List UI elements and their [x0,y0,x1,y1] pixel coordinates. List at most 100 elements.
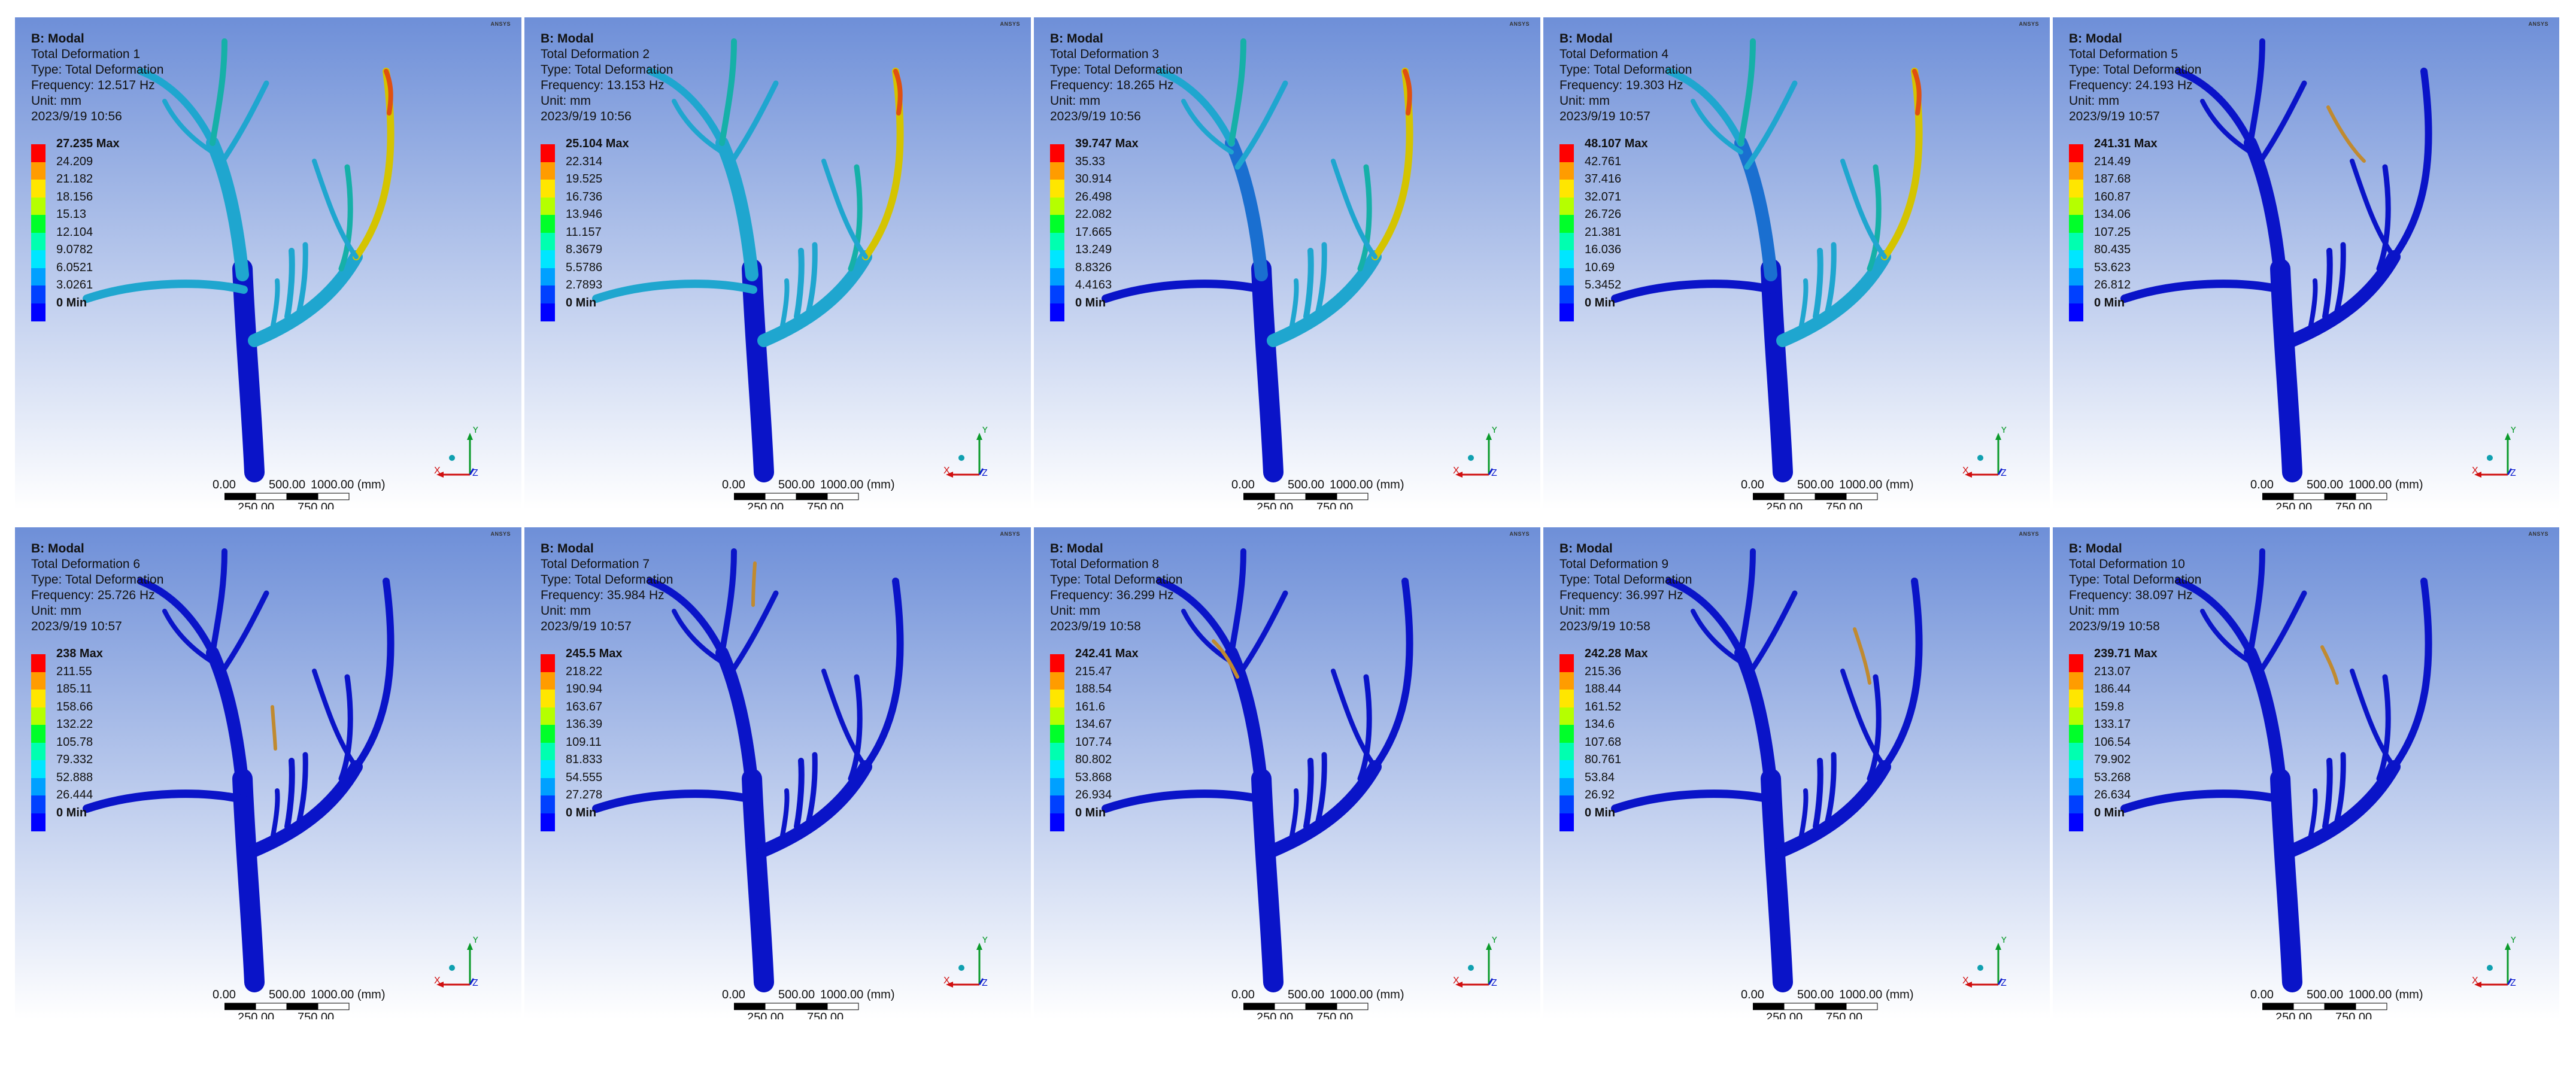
result-viewport-10[interactable]: ANSYS B: Modal Total Deformation 10 Type: T… [2053,527,2559,1019]
spike-2 [296,752,308,824]
scale-bottom-label: 750.00 [1826,501,1863,509]
tree-model[interactable] [15,527,521,1019]
x-axis-label: X [943,976,950,986]
result-info: B: Modal Total Deformation 3 Type: Total D… [1050,31,1182,124]
legend-label: 132.22 [56,718,93,731]
branch-upper-left [1665,578,1744,657]
axis-triad-icon[interactable]: Y X Z [943,427,1003,487]
legend-label: 0 Min [2094,296,2125,309]
legend-swatch [1050,672,1064,690]
triad-origin-ball [958,455,964,461]
branch-lower-right [248,760,363,857]
legend-swatch [541,707,555,725]
scale-bottom-label: 250.00 [747,501,784,509]
scale-bar: 0.00 500.00 1000.00 (mm) 250.00 750.00 [1213,988,1453,1019]
axis-triad-icon[interactable]: Y X Z [1453,937,1513,997]
branch-right-tall [1881,68,1923,260]
legend-swatch [541,215,555,233]
legend-swatch [541,303,555,321]
ansys-logo: ANSYS [490,21,511,27]
trunk-upper [206,646,249,791]
legend-swatch [541,672,555,690]
tree-model[interactable] [1034,527,1540,1019]
result-timestamp: 2023/9/19 10:58 [1559,619,1650,633]
tree-model[interactable] [1543,17,2050,509]
scale-bottom-label: 750.00 [1316,1011,1354,1019]
z-axis-label: Z [472,978,478,988]
x-axis-arrow [1965,982,1972,988]
axis-triad-icon[interactable]: Y X Z [1453,427,1513,487]
legend-swatch [2069,672,2083,690]
result-info: B: Modal Total Deformation 5 Type: Total D… [2069,31,2201,124]
tree-model[interactable] [15,17,521,509]
scale-top-label: 500.00 [2307,988,2344,1001]
axis-triad-icon[interactable]: Y X Z [1962,427,2022,487]
branch-side-left [1691,99,1743,154]
result-timestamp: 2023/9/19 10:56 [1050,110,1141,123]
scale-segment [224,493,256,500]
ansys-logo: ANSYS [2528,21,2548,27]
scale-segment [764,493,797,500]
result-viewport-9[interactable]: ANSYS B: Modal Total Deformation 9 Type: To… [1543,527,2050,1019]
result-info: B: Modal Total Deformation 10 Type: Total … [2069,541,2201,634]
trunk [1761,769,1793,992]
scale-bar: 0.00 500.00 1000.00 (mm) 250.00 750.00 [1723,478,1962,509]
axis-triad-icon[interactable]: Y X Z [2472,427,2532,487]
axis-triad-icon[interactable]: Y X Z [943,937,1003,997]
y-axis-arrow [1486,433,1492,440]
scale-top-label: 500.00 [1797,478,1834,491]
result-title: Total Deformation 4 [1559,47,1669,61]
legend-label: 242.41 Max [1075,647,1139,660]
result-info: B: Modal Total Deformation 2 Type: Total D… [541,31,673,124]
scale-segment [1753,493,1785,500]
result-viewport-5[interactable]: ANSYS B: Modal Total Deformation 5 Type: To… [2053,17,2559,509]
scale-segment [2293,1003,2325,1010]
scale-bar-graphic [2262,493,2387,500]
triad-origin-ball [2487,965,2493,971]
branch-right-inner [312,669,359,769]
tree-model[interactable] [1034,17,1540,509]
axis-triad-icon[interactable]: Y X Z [434,427,494,487]
tree-model[interactable] [2053,17,2559,509]
z-axis-line [1997,468,2003,475]
spike-1 [794,248,805,320]
scale-segment [1783,1003,1816,1010]
branch-lower-left [1611,789,1776,813]
result-unit: Unit: mm [541,94,591,108]
tree-model[interactable] [524,17,1031,509]
tree-model[interactable] [524,527,1031,1019]
result-viewport-4[interactable]: ANSYS B: Modal Total Deformation 4 Type: To… [1543,17,2050,509]
tree-model[interactable] [1543,527,2050,1019]
branch-right-inner [1331,159,1377,259]
scale-top-label: 0.00 [2250,478,2274,491]
legend-label: 24.209 [56,154,93,168]
legend-label: 21.381 [1585,225,1622,239]
result-viewport-1[interactable]: ANSYS B: Modal Total Deformation 1 Type: To… [15,17,521,509]
legend-swatch [31,742,45,761]
result-viewport-6[interactable]: ANSYS B: Modal Total Deformation 6 Type: To… [15,527,521,1019]
legend-swatch [1559,707,1574,725]
axis-triad-icon[interactable]: Y X Z [1962,937,2022,997]
axis-triad-icon[interactable]: Y X Z [2472,937,2532,997]
spike-3 [1798,278,1809,331]
branch-right-tall [2390,578,2432,770]
legend-label: 190.94 [566,682,603,696]
legend-label: 134.67 [1075,718,1112,731]
x-axis-label: X [943,466,950,476]
result-viewport-8[interactable]: ANSYS B: Modal Total Deformation 8 Type: To… [1034,527,1540,1019]
result-viewport-3[interactable]: ANSYS B: Modal Total Deformation 3 Type: To… [1034,17,1540,509]
axis-triad-icon[interactable]: Y X Z [434,937,494,997]
x-axis-arrow [2474,982,2481,988]
result-title: Total Deformation 3 [1050,47,1160,61]
result-info: B: Modal Total Deformation 9 Type: Total D… [1559,541,1692,634]
tree-model[interactable] [2053,527,2559,1019]
spike-1 [284,248,295,320]
scale-bottom-label: 750.00 [1316,501,1354,509]
result-viewport-2[interactable]: ANSYS B: Modal Total Deformation 2 Type: To… [524,17,1031,509]
branch-upper-center [719,38,737,146]
branch-upper-center [2247,38,2265,146]
result-viewport-7[interactable]: ANSYS B: Modal Total Deformation 7 Type: To… [524,527,1031,1019]
scale-segment [734,493,766,500]
legend-swatch [2069,180,2083,198]
legend-label: 30.914 [1075,172,1112,186]
